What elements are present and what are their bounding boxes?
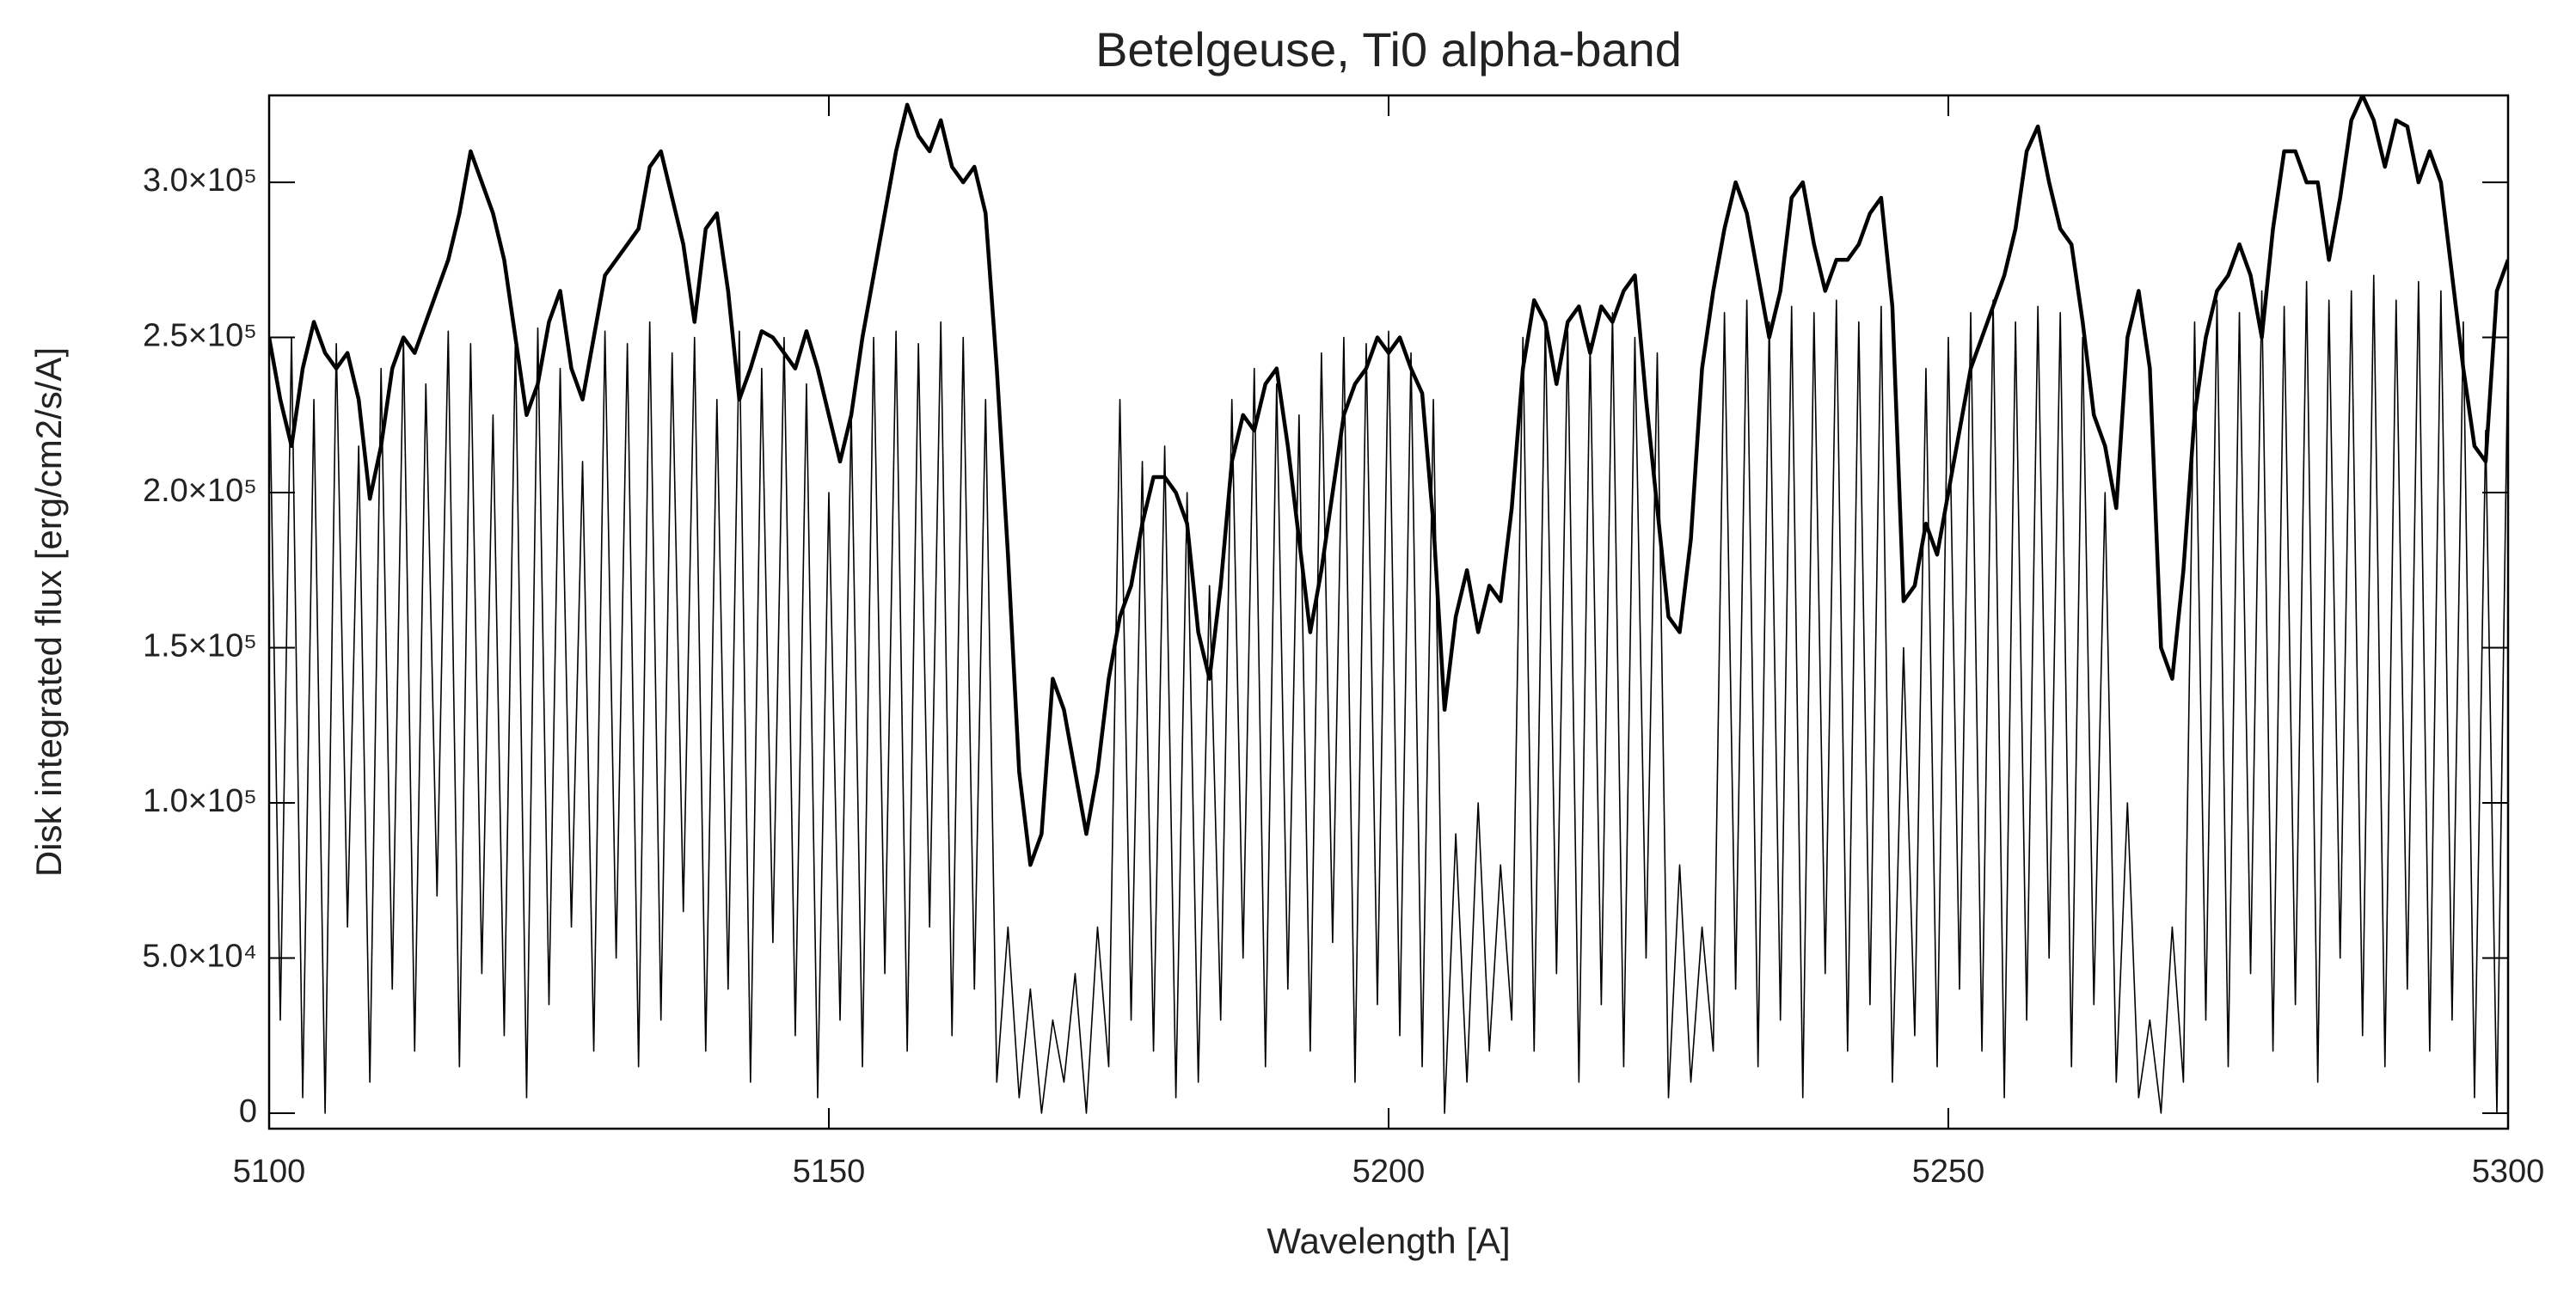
plot-lines <box>269 95 2508 1114</box>
smoothed-line <box>269 95 2508 867</box>
y-tick-label: 3.0×10⁵ <box>143 162 257 199</box>
x-tick-label: 5150 <box>793 1154 866 1190</box>
y-tick-label: 1.0×10⁵ <box>143 783 257 819</box>
x-tick-label: 5200 <box>1352 1154 1426 1190</box>
y-axis-label: Disk integrated flux [erg/cm2/s/A] <box>28 347 69 877</box>
x-tick-label: 5300 <box>2472 1154 2545 1190</box>
y-tick-label: 2.0×10⁵ <box>143 473 257 509</box>
y-tick-label: 2.5×10⁵ <box>143 318 257 354</box>
spectrum-line <box>269 274 2508 1114</box>
plot-frame <box>267 94 2510 1130</box>
x-axis-label: Wavelength [A] <box>1267 1221 1510 1261</box>
x-tick-label: 5250 <box>1912 1154 1985 1190</box>
x-tick-label: 5100 <box>233 1154 306 1190</box>
y-tick-label: 1.5×10⁵ <box>143 628 257 664</box>
y-tick-label: 0 <box>239 1093 257 1130</box>
y-tick-label: 5.0×10⁴ <box>142 939 257 975</box>
chart-title: Betelgeuse, Ti0 alpha-band <box>1095 22 1682 77</box>
